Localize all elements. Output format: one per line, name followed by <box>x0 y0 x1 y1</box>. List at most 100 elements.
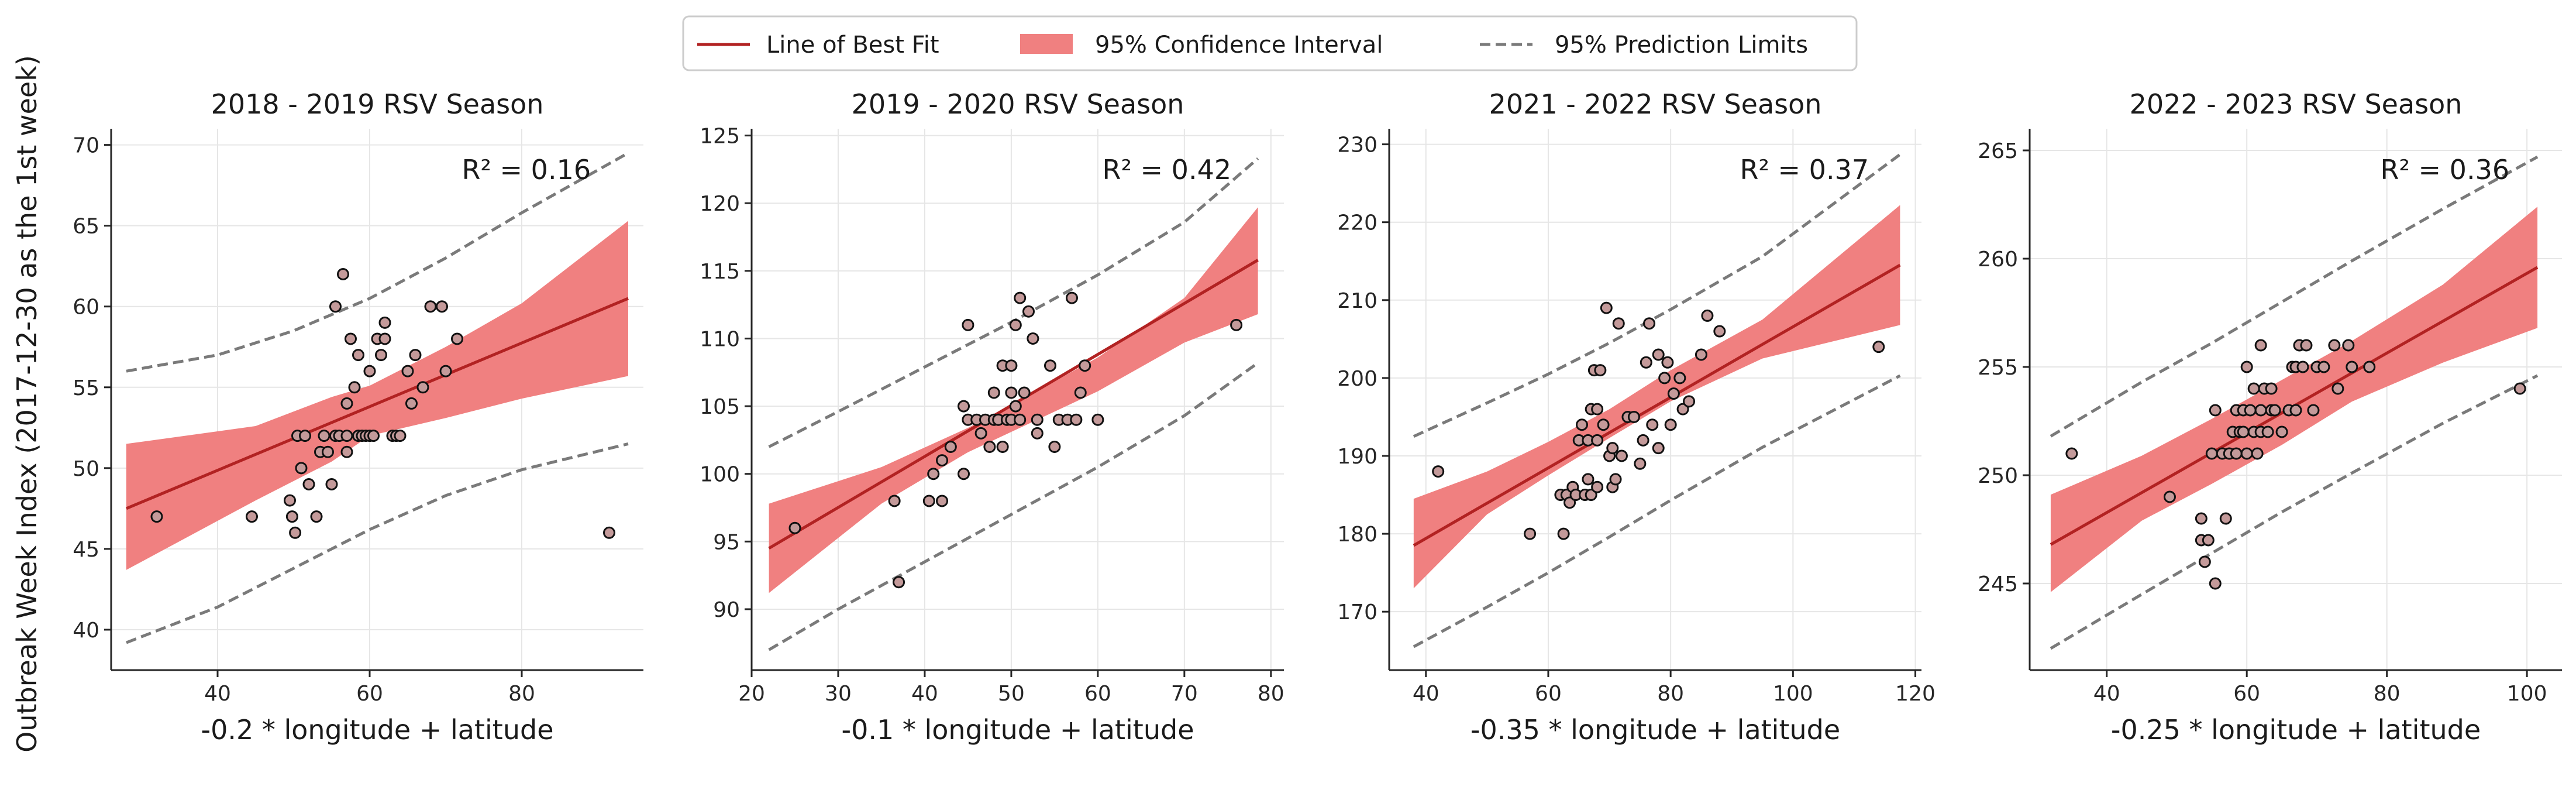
panel-title: 2022 - 2023 RSV Season <box>2130 88 2463 120</box>
data-point <box>1048 440 1061 453</box>
data-point <box>1713 325 1726 338</box>
y-tick-label: 180 <box>1337 523 1377 547</box>
data-point <box>2268 404 2281 417</box>
data-point <box>310 510 323 523</box>
prediction-lower-line <box>2050 374 2539 650</box>
data-point <box>788 521 801 534</box>
data-point <box>451 332 463 345</box>
data-point <box>958 468 970 480</box>
data-point <box>1652 348 1665 361</box>
x-tick-label: 40 <box>2093 682 2120 706</box>
data-point <box>2202 534 2215 547</box>
confidence-band <box>1413 205 1900 589</box>
y-tick-label: 230 <box>1337 133 1377 157</box>
data-point <box>1575 418 1588 431</box>
data-point <box>2251 447 2264 460</box>
data-point <box>1027 332 1039 345</box>
panels: 40 60 80 40 45 50 55 60 65 70 2018 - 2019 RSV Seas… <box>73 88 2562 746</box>
legend-ci-swatch <box>1020 34 1073 54</box>
data-point <box>1582 473 1594 486</box>
y-tick-label: 200 <box>1337 367 1377 391</box>
data-point <box>1597 418 1610 431</box>
y-tick-label: 100 <box>700 463 740 487</box>
data-point <box>322 445 334 458</box>
data-point <box>936 454 949 467</box>
y-tick-label: 260 <box>1978 248 2018 272</box>
data-point <box>2307 404 2320 417</box>
x-tick-label: 70 <box>1171 682 1198 706</box>
data-point <box>345 332 357 345</box>
data-point <box>348 381 361 394</box>
data-point <box>1701 309 1714 322</box>
x-tick-label: 80 <box>508 682 535 706</box>
best-fit-line <box>1413 263 1901 547</box>
data-point <box>1091 413 1104 426</box>
data-point <box>2230 447 2243 460</box>
data-point <box>1014 291 1027 304</box>
y-tick-label: 50 <box>73 457 99 481</box>
data-point <box>1074 386 1087 399</box>
data-point <box>1637 434 1649 447</box>
data-point <box>1018 386 1031 399</box>
data-point <box>337 268 349 281</box>
data-point <box>1676 403 1689 416</box>
data-point <box>1658 372 1671 385</box>
panel-4: 40 60 80 100 245 250 255 260 265 2022 - 2023 RSV … <box>1978 88 2562 746</box>
data-point <box>2275 425 2288 438</box>
data-point <box>1031 413 1044 426</box>
prediction-lower-line <box>768 362 1259 651</box>
data-point <box>1585 489 1597 502</box>
data-point <box>375 349 387 362</box>
data-point <box>944 440 957 453</box>
data-point <box>1667 387 1680 400</box>
data-point <box>1643 317 1656 330</box>
data-point <box>1005 359 1018 372</box>
data-point <box>2254 339 2267 352</box>
data-point <box>1563 496 1576 509</box>
y-tick-label: 110 <box>700 327 740 351</box>
r-squared-label: R² = 0.16 <box>462 154 591 186</box>
data-point <box>2219 512 2232 525</box>
data-point <box>1022 305 1035 318</box>
data-point <box>2317 361 2330 373</box>
data-point <box>1230 318 1243 331</box>
data-point <box>1432 465 1445 478</box>
data-point <box>2296 361 2309 373</box>
data-point <box>2198 555 2211 568</box>
data-point <box>2300 339 2313 352</box>
data-point <box>439 365 452 377</box>
data-point <box>2513 382 2526 395</box>
data-point <box>1615 449 1628 462</box>
y-axis-label: Outbreak Week Index (2017-12-30 as the 1… <box>11 55 43 753</box>
data-point <box>962 318 974 331</box>
data-point <box>2237 425 2250 438</box>
x-axis-label: -0.2 * longitude + latitude <box>201 714 553 746</box>
data-point <box>2240 361 2253 373</box>
data-point <box>2261 425 2274 438</box>
data-point <box>2209 577 2222 590</box>
data-point <box>958 400 970 413</box>
data-point <box>2163 490 2176 503</box>
data-point <box>603 526 615 539</box>
data-point <box>409 349 422 362</box>
y-tick-label: 255 <box>1978 356 2018 380</box>
data-point <box>1683 395 1696 408</box>
legend-pi-label: 95% Prediction Limits <box>1555 32 1808 59</box>
y-tick-label: 210 <box>1337 289 1377 313</box>
data-point <box>424 300 437 313</box>
r-squared-label: R² = 0.37 <box>1740 154 1869 186</box>
data-point <box>2328 339 2341 352</box>
x-tick-label: 60 <box>356 682 383 706</box>
data-point <box>302 478 315 490</box>
data-point <box>922 495 935 507</box>
data-point <box>2289 404 2302 417</box>
legend-frame <box>682 15 1858 71</box>
data-point <box>1695 348 1707 361</box>
prediction-upper-line <box>126 152 629 373</box>
y-tick-label: 70 <box>73 134 99 158</box>
data-point <box>1065 291 1078 304</box>
x-tick-label: 60 <box>1535 682 1562 706</box>
legend-ci-label: 95% Confidence Interval <box>1095 32 1383 59</box>
data-point <box>974 427 987 440</box>
